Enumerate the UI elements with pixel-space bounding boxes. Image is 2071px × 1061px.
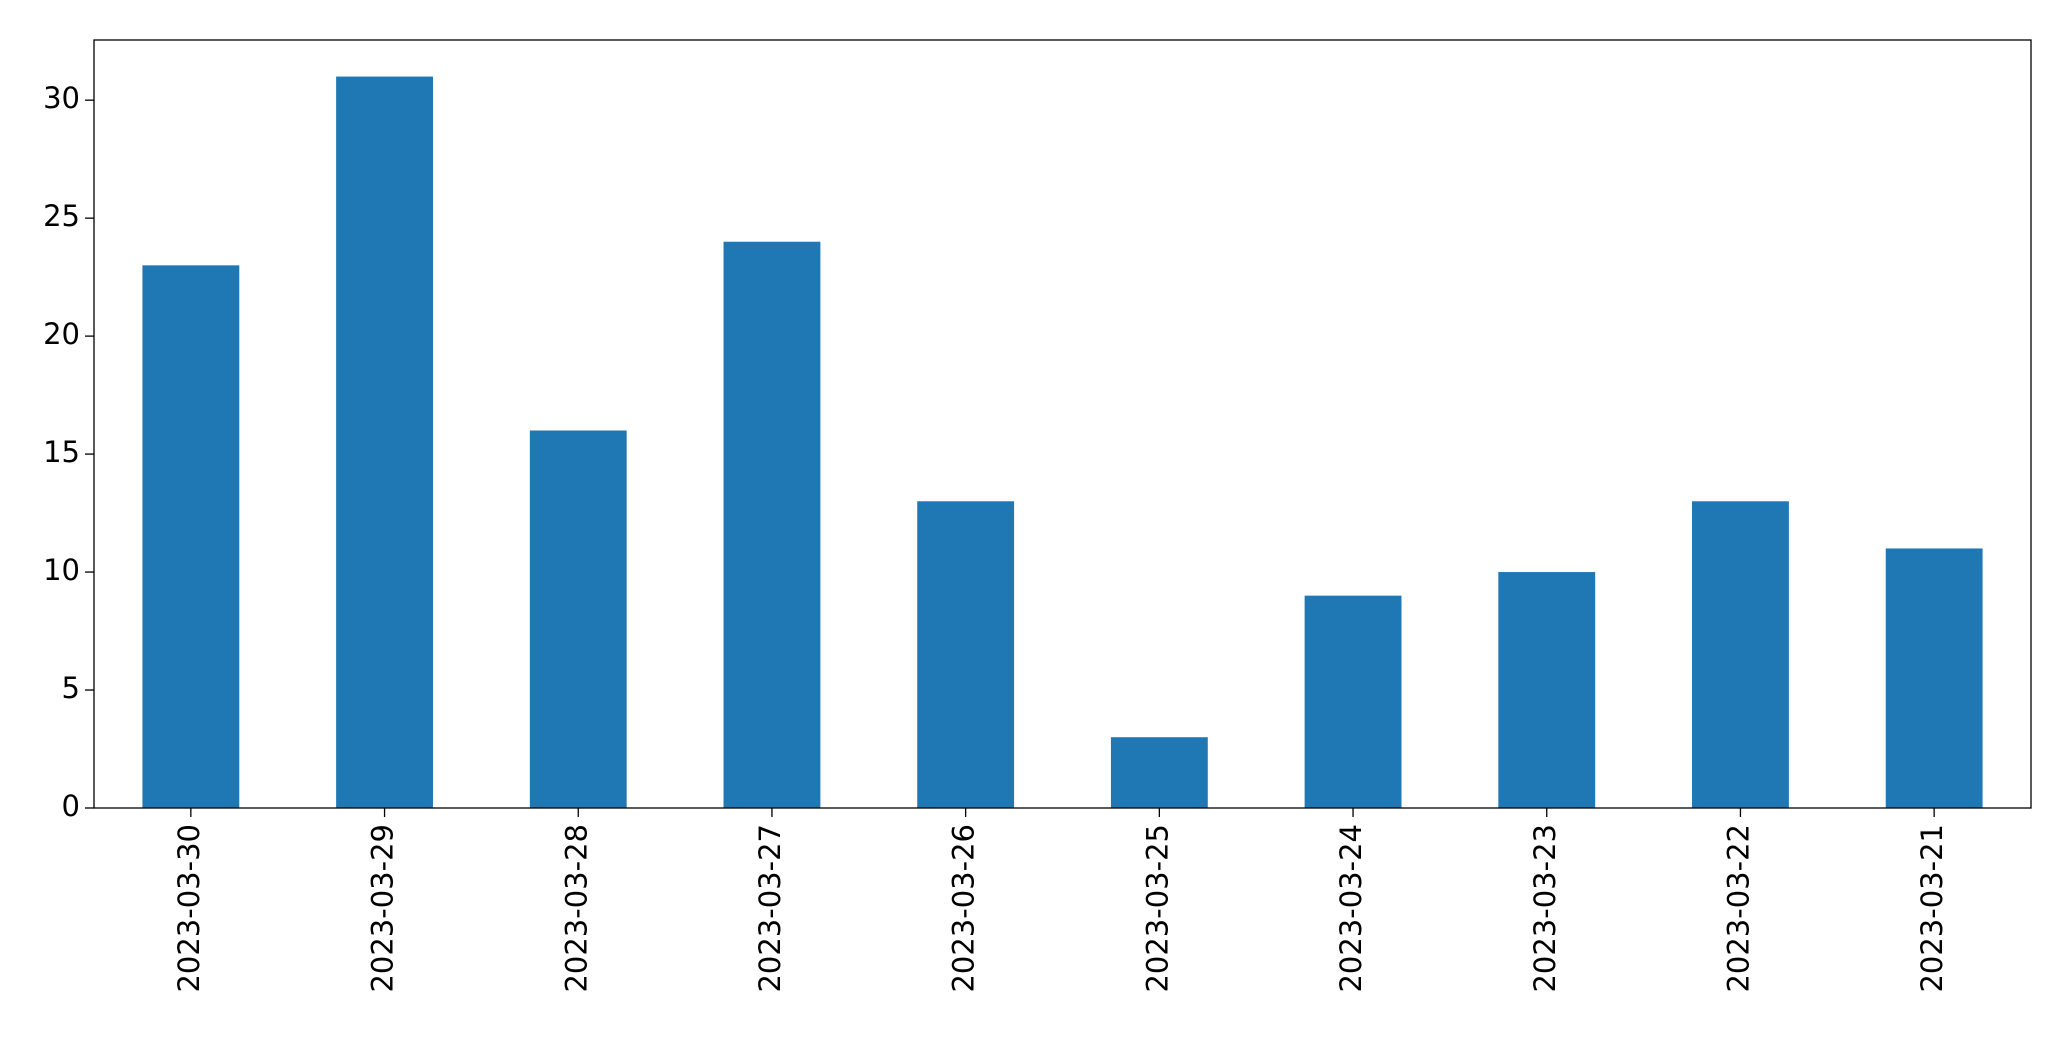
x-tick-label: 2023-03-23 [1528,824,1562,993]
y-tick-label: 30 [43,81,80,115]
plot-frame [93,39,2032,809]
y-tick-label: 20 [43,317,80,351]
x-tick-label: 2023-03-24 [1334,824,1368,993]
x-tick-label: 2023-03-25 [1140,824,1174,993]
y-tick-label: 10 [43,553,80,587]
bar [529,430,627,808]
y-tick-label: 0 [62,789,80,823]
bar [1885,548,1983,808]
x-tick-label: 2023-03-26 [947,824,981,993]
bar [1110,737,1208,808]
bar [1498,572,1596,808]
bar [1304,595,1402,808]
x-tick-label: 2023-03-21 [1915,824,1949,993]
x-tick-label: 2023-03-28 [559,824,593,993]
y-tick-label: 25 [43,199,80,233]
bar [336,76,433,809]
y-tick-label: 5 [62,671,80,705]
x-tick-label: 2023-03-30 [172,824,206,993]
bar [142,265,240,809]
x-tick-label: 2023-03-27 [753,824,787,993]
bar [723,241,821,808]
x-tick-label: 2023-03-29 [366,824,400,993]
bar [1692,501,1789,808]
bar [917,501,1015,808]
y-tick-label: 15 [43,435,80,469]
x-tick-label: 2023-03-22 [1721,824,1755,993]
